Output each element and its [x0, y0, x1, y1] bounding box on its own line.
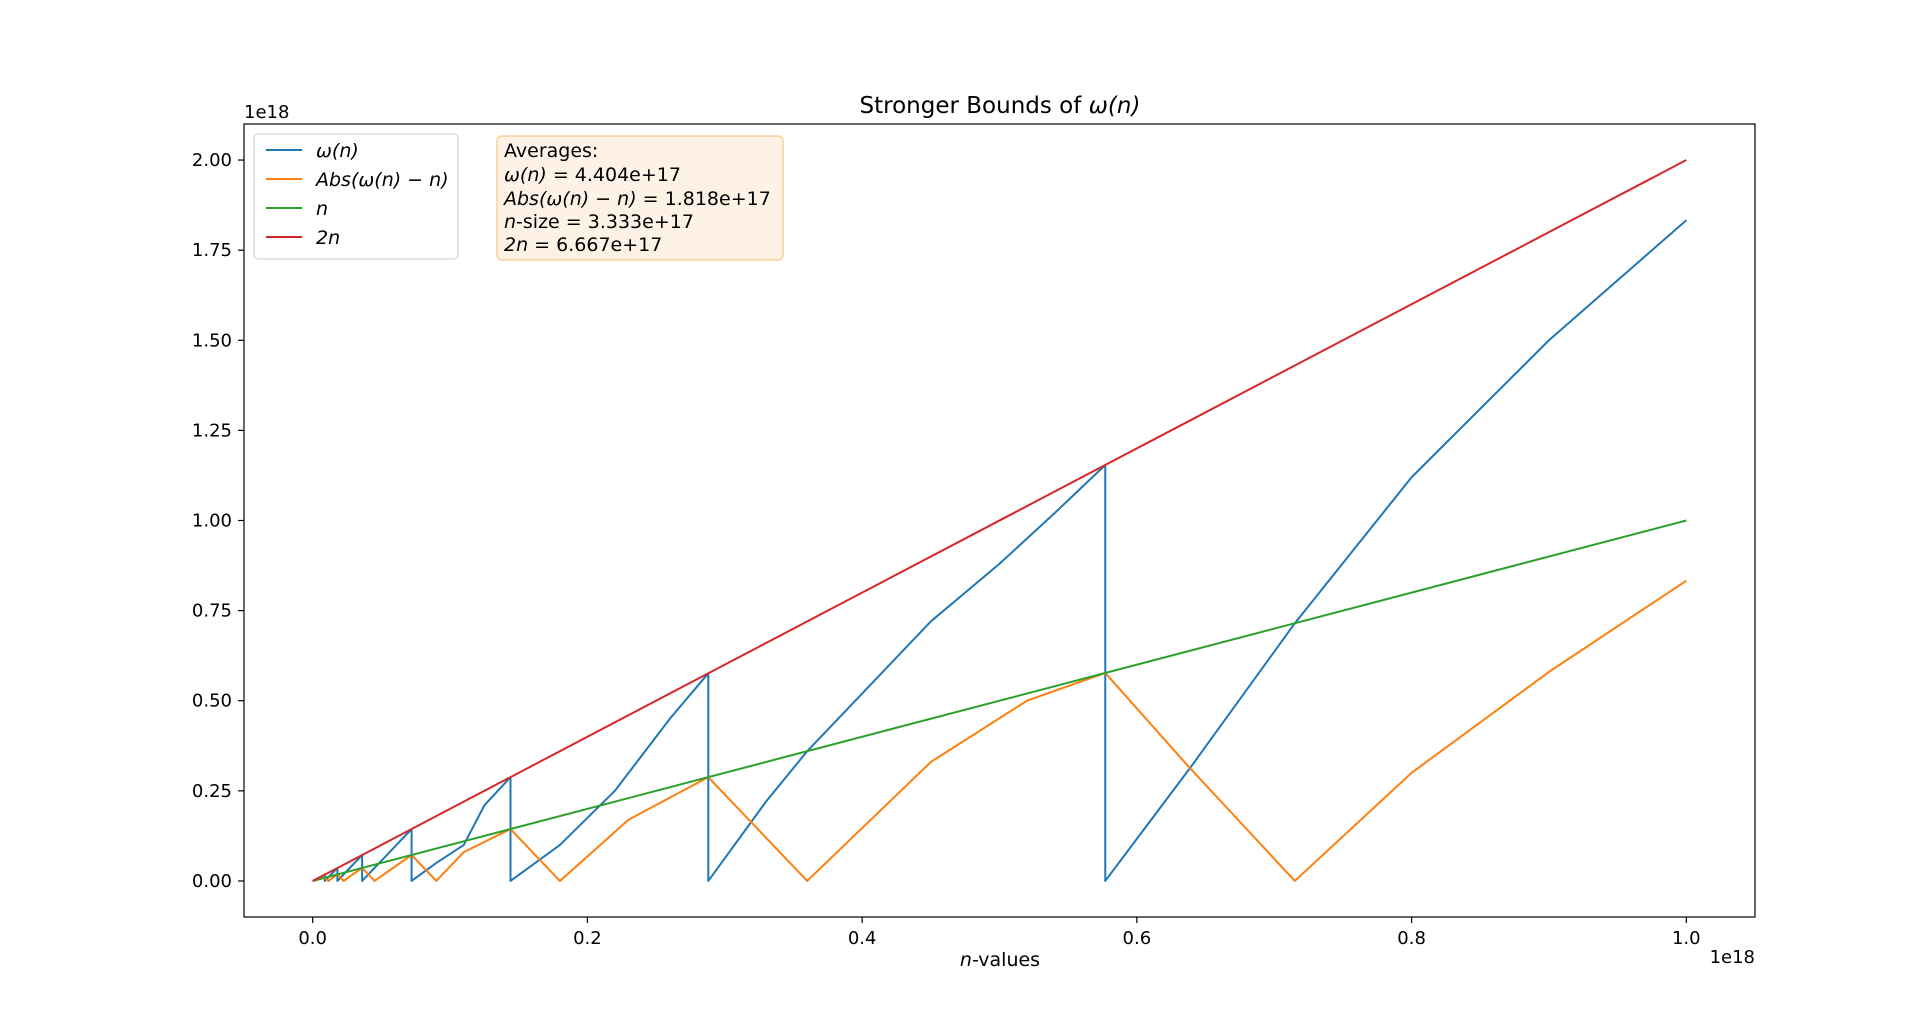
x-axis: 0.0 0.2 0.4 0.6 0.8 1.0: [298, 917, 1701, 949]
series-line-1: [312, 579, 1687, 882]
y-tick-label: 0.00: [192, 871, 232, 892]
average-omega: ω(n) = 4.404e+17: [504, 164, 681, 186]
legend-label: 2n: [316, 227, 340, 249]
y-tick-label: 2.00: [192, 150, 232, 171]
x-tick-label: 0.2: [573, 928, 602, 949]
chart-title: Stronger Bounds of ω(n): [860, 93, 1141, 119]
y-tick-label: 0.25: [192, 781, 232, 802]
x-axis-label: n-values: [960, 949, 1040, 971]
y-axis: 0.00 0.25 0.50 0.75 1.00 1.25 1.50 1.75 2.00: [192, 150, 244, 892]
average-abs-difference: Abs(ω(n) − n) = 1.818e+17: [502, 188, 771, 210]
legend: ω(n) Abs(ω(n) − n) n 2n: [253, 133, 459, 260]
y-offset-text: 1e18: [244, 102, 289, 123]
y-tick-label: 1.50: [192, 330, 232, 351]
series-line-0: [312, 219, 1687, 882]
y-tick-label: 1.25: [192, 420, 232, 441]
average-2n: 2n = 6.667e+17: [504, 234, 662, 256]
y-tick-label: 1.00: [192, 511, 232, 532]
average-n-size: n-size = 3.333e+17: [504, 211, 694, 233]
series-line-2: [312, 519, 1687, 882]
legend-label: ω(n): [316, 140, 359, 162]
y-tick-label: 0.50: [192, 691, 232, 712]
y-tick-label: 0.75: [192, 601, 232, 622]
legend-label: Abs(ω(n) − n): [314, 169, 449, 191]
x-tick-label: 0.8: [1397, 928, 1426, 949]
x-tick-label: 0.0: [298, 928, 327, 949]
averages-box-background: [496, 135, 784, 261]
y-tick-label: 1.75: [192, 240, 232, 261]
averages-box: Averages: ω(n) = 4.404e+17 Abs(ω(n) − n)…: [496, 135, 784, 261]
averages-heading: Averages:: [504, 140, 598, 162]
x-tick-label: 0.6: [1123, 928, 1152, 949]
x-tick-label: 1.0: [1672, 928, 1701, 949]
x-offset-text: 1e18: [1710, 947, 1755, 968]
legend-box: [253, 133, 459, 260]
series-line-3: [312, 159, 1687, 882]
x-tick-label: 0.4: [848, 928, 877, 949]
legend-label: n: [316, 198, 328, 220]
series-layer: [312, 159, 1687, 882]
